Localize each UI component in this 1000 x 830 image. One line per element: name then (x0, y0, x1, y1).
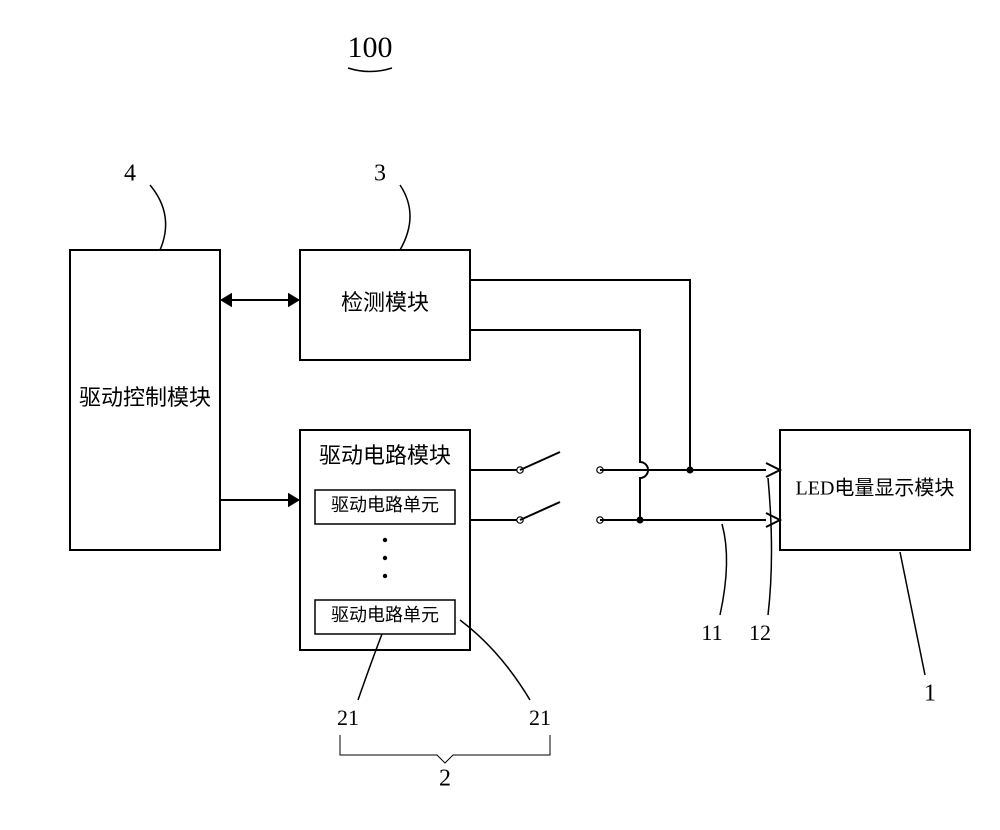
figure-number: 100 (348, 31, 393, 64)
drive-circuit-unit-label: 驱动电路单元 (331, 605, 439, 625)
ellipsis-dot (383, 574, 387, 578)
switch-top (520, 452, 560, 470)
detect-out-bottom (470, 330, 648, 520)
ref-11-label: 11 (701, 620, 722, 645)
rail-top-arrow (766, 463, 780, 477)
ref-11-leader (720, 524, 727, 615)
ref-12-label: 12 (749, 620, 771, 645)
ref-3-leader (400, 185, 410, 250)
drive-circuit-module-label: 驱动电路模块 (319, 443, 451, 468)
ref-3-label: 3 (374, 161, 386, 187)
ellipsis-dot (383, 556, 387, 560)
drive-circuit-unit-label: 驱动电路单元 (331, 495, 439, 515)
rail-bottom-arrow (766, 513, 780, 527)
ref-2-label: 2 (439, 766, 451, 792)
switch-bottom (520, 502, 560, 520)
ref-4-label: 4 (124, 161, 136, 187)
ref-21b-label: 21 (529, 705, 551, 730)
ref-12-leader (768, 478, 772, 615)
detect-out-top (470, 280, 690, 470)
led-power-display-module-label: LED电量显示模块 (796, 477, 955, 500)
drive-control-module-label: 驱动控制模块 (79, 385, 211, 410)
ref-1-leader (900, 552, 925, 675)
detection-module: 检测模块 (300, 250, 470, 360)
diagram-canvas: 100 驱动控制模块 检测模块驱动电路模块 LED电量显示模块驱动电路单元驱动电路单元… (0, 0, 1000, 830)
group-2-bracket (340, 735, 550, 763)
detection-module-label: 检测模块 (341, 290, 429, 315)
ellipsis-dot (383, 538, 387, 542)
ref-21a-label: 21 (337, 705, 359, 730)
ref-4-leader (150, 185, 166, 250)
led-power-display-module: LED电量显示模块 (780, 430, 970, 550)
ref-1-label: 1 (924, 681, 936, 707)
drive-control-module: 驱动控制模块 (70, 250, 220, 550)
